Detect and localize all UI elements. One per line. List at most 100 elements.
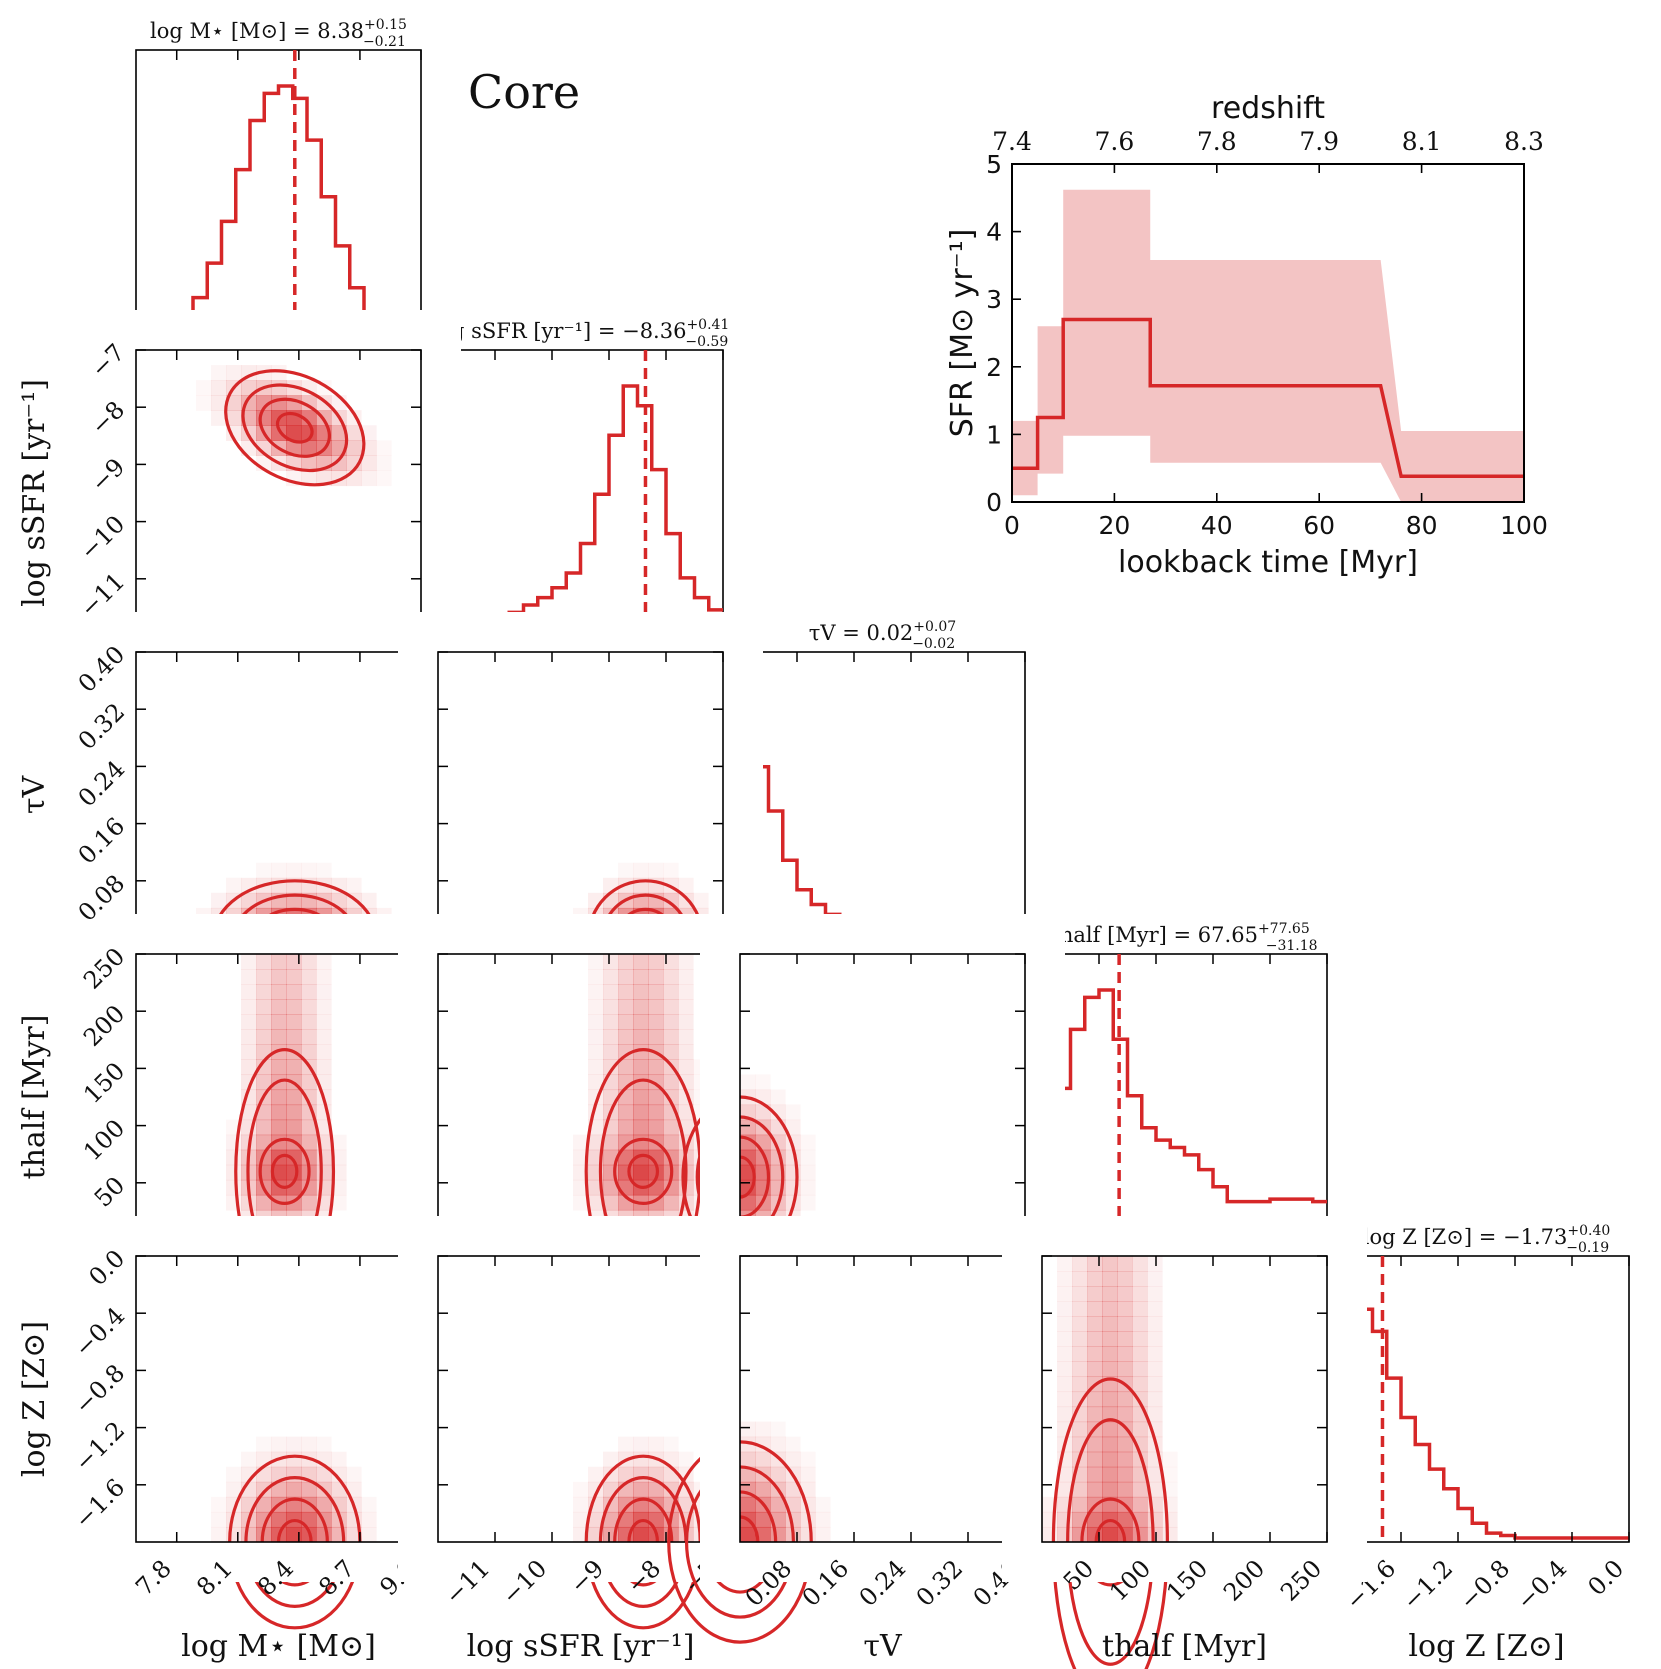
density-cell: [346, 1526, 362, 1543]
density-cell: [1087, 1331, 1103, 1347]
density-cell: [256, 1029, 272, 1045]
contour-level-1: [275, 411, 314, 444]
title-minus: −0.02: [912, 636, 955, 652]
panel-title-tau: τV = 0.02+0.07 −0.02: [809, 619, 956, 652]
density-cell: [633, 1089, 649, 1106]
density-cell: [1147, 1256, 1163, 1272]
density-cell: [271, 984, 287, 1000]
density-cell: [316, 1526, 332, 1543]
sfh-y-tick-label: 4: [986, 218, 1002, 247]
density-cell: [1132, 1496, 1148, 1513]
density-cell: [226, 1481, 242, 1498]
density-cell: [316, 984, 332, 1000]
density-cell: [785, 1451, 801, 1468]
density-cell: [256, 1119, 272, 1136]
density-cell: [1132, 1376, 1148, 1393]
density-cell: [755, 1451, 771, 1468]
density-cell: [271, 395, 287, 411]
density-cell: [226, 1149, 242, 1166]
density-cell: [256, 969, 272, 985]
density-cell: [618, 1104, 634, 1121]
density-cell: [815, 1526, 831, 1543]
density-cell: [1042, 1526, 1058, 1543]
density-cell: [271, 365, 287, 381]
sfh-top-tick-label: 7.6: [1095, 127, 1135, 156]
density-cell: [331, 455, 347, 472]
density-cell: [770, 1422, 786, 1438]
sfh-y-tick-label: 3: [986, 285, 1002, 314]
density-cell: [241, 1044, 257, 1060]
density-cell: [618, 1149, 634, 1166]
density-cell: [301, 999, 317, 1015]
density-cell: [1147, 1376, 1163, 1393]
density-cell: [663, 1044, 679, 1060]
density-cell: [800, 1135, 816, 1151]
density-cell: [1087, 1511, 1103, 1528]
density-cell: [678, 969, 694, 985]
density-cell: [588, 1059, 604, 1076]
sfh-top-tick-label: 7.4: [992, 127, 1032, 156]
title-minus: −0.19: [1566, 1240, 1609, 1256]
density-cell: [211, 1526, 227, 1543]
panel-title-thalf: thalf [Myr] = 67.65+77.65 −31.18: [1051, 921, 1317, 954]
density-cell: [573, 1134, 589, 1151]
density-cell: [286, 425, 302, 441]
density-cell: [1102, 1391, 1118, 1408]
density-cell: [271, 1089, 287, 1106]
density-cell: [603, 1029, 619, 1045]
contour-level-1: [627, 1153, 660, 1189]
contour-level-2: [258, 1137, 311, 1205]
x-tick-label: −0.8: [1454, 1554, 1515, 1615]
density-cell: [256, 395, 272, 411]
density-cell: [271, 1119, 287, 1136]
density-cell: [226, 1179, 242, 1196]
density-cell: [301, 1029, 317, 1045]
density-cell: [770, 1089, 786, 1106]
density-cell: [1132, 1346, 1148, 1362]
density-cell: [603, 984, 619, 1000]
panel-title-ssfr: log sSFR [yr⁻¹] = −8.36+0.41 −0.59: [432, 317, 730, 350]
sfh-x-tick-label: 100: [1500, 511, 1548, 540]
density-cell: [241, 1059, 257, 1076]
density-cell: [603, 1194, 619, 1211]
density-cell: [785, 1481, 801, 1498]
title-plus: +0.40: [1567, 1223, 1610, 1239]
density-cell: [603, 1059, 619, 1076]
density-cell: [301, 455, 317, 472]
density-cell: [648, 954, 664, 970]
density-cell: [331, 1466, 347, 1483]
density-cell: [1162, 1526, 1178, 1543]
density-cell: [1057, 1286, 1073, 1302]
density-cell: [226, 410, 242, 426]
density-cell: [618, 1436, 634, 1453]
density-cell: [286, 1119, 302, 1136]
density-cell: [1132, 1331, 1148, 1347]
density-cell: [241, 1029, 257, 1045]
density-cell: [1117, 1361, 1133, 1378]
density-cell: [1072, 1286, 1088, 1302]
sfh-x-tick-label: 60: [1303, 511, 1335, 540]
sfh-x-axis-label: lookback time [Myr]: [1118, 545, 1418, 580]
density-cell: [663, 1481, 679, 1498]
density-cell: [603, 1179, 619, 1196]
density-cell: [1147, 1361, 1163, 1378]
density-cell: [785, 1436, 801, 1453]
density-cell: [1057, 1316, 1073, 1332]
density-cell: [1117, 1346, 1133, 1362]
density-cell: [678, 984, 694, 1000]
density-cell: [648, 984, 664, 1000]
title-plus: +77.65: [1258, 921, 1310, 937]
sfh-y-tick-label: 2: [986, 353, 1002, 382]
density-cell: [1102, 1406, 1118, 1423]
density-cell: [755, 1481, 771, 1498]
density-cell: [1087, 1361, 1103, 1378]
density-cell: [1087, 1481, 1103, 1498]
density-cell: [1102, 1256, 1118, 1272]
density-cell: [331, 1179, 347, 1196]
density-cell: [663, 1466, 679, 1483]
density-cell: [256, 1436, 272, 1453]
density-cell: [1147, 1286, 1163, 1302]
density-cell: [376, 455, 392, 472]
density-cell: [286, 1029, 302, 1045]
density-cell: [1057, 1466, 1073, 1483]
